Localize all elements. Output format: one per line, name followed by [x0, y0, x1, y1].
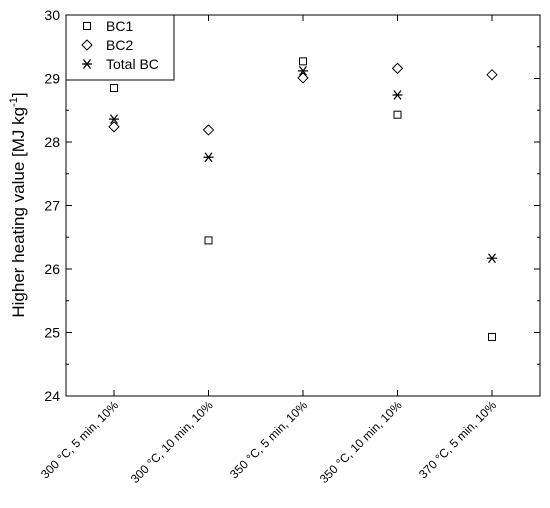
y-axis-label-superscript: -1: [8, 97, 20, 107]
y-tick-label: 24: [44, 388, 60, 404]
data-point-total-bc: [392, 90, 403, 100]
data-points: [108, 57, 498, 341]
data-point-bc2: [297, 72, 309, 84]
legend-marker-bc2: [81, 39, 93, 51]
data-point-bc1: [393, 110, 402, 119]
legend-label: Total BC: [106, 56, 159, 72]
data-point-bc2: [202, 124, 215, 136]
x-tick-label: 300 °C, 5 min, 10%: [38, 398, 121, 481]
data-point-total-bc: [109, 114, 119, 125]
x-tick-label: 350 °C, 10 min, 10%: [317, 398, 405, 486]
y-tick-label: 25: [44, 325, 60, 341]
data-point-bc2: [108, 121, 120, 133]
y-tick-label: 30: [44, 7, 60, 23]
x-tick-label: 300 °C, 10 min, 10%: [128, 398, 216, 486]
y-tick-label: 29: [44, 71, 60, 87]
data-point-bc2: [391, 62, 404, 75]
x-tick-label: 350 °C, 5 min, 10%: [227, 398, 310, 481]
legend-label: BC1: [106, 18, 133, 34]
legend-label: BC2: [106, 37, 133, 53]
data-point-total-bc: [487, 253, 497, 264]
y-axis-label-main: Higher heating value [MJ kg: [9, 107, 28, 318]
y-axis-label: Higher heating value [MJ kg-1]: [8, 92, 28, 317]
x-tick-label: 370 °C, 5 min, 10%: [416, 398, 499, 481]
x-axis: 300 °C, 5 min, 10% 300 °C, 10 min, 10% 350…: [38, 15, 499, 486]
y-tick-label: 28: [44, 134, 60, 150]
data-point-total-bc: [298, 66, 308, 76]
y-tick-label: 26: [44, 261, 60, 277]
y-tick-label: 27: [44, 198, 60, 214]
data-point-total-bc: [203, 152, 214, 163]
y-axis: 24 25 26 27 28 29 30: [44, 7, 540, 404]
data-point-bc1: [299, 57, 307, 66]
legend-marker-total-bc: [82, 59, 92, 69]
data-point-bc1: [110, 84, 118, 93]
legend: BC1 BC2 Total BC: [65, 14, 175, 81]
y-axis-label-suffix: ]: [9, 92, 28, 97]
data-point-bc1: [204, 236, 213, 245]
data-point-bc2: [486, 68, 498, 81]
legend-marker-bc1: [83, 22, 91, 30]
data-point-bc1: [488, 332, 496, 341]
